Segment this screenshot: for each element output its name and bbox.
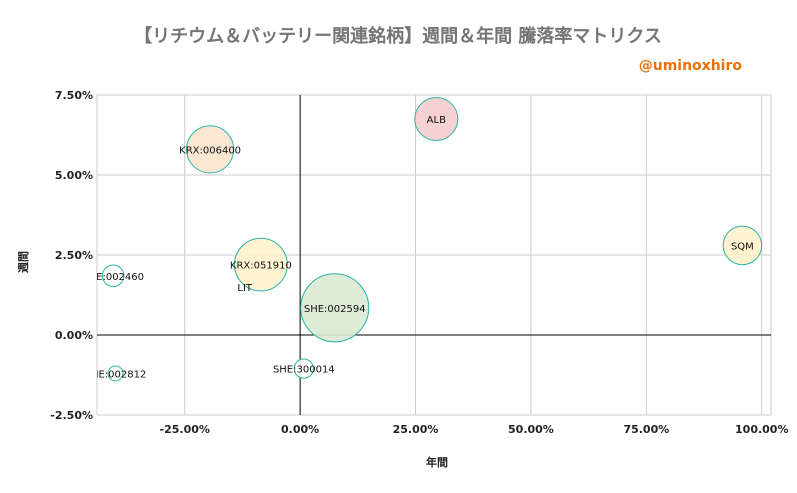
x-axis-title: 年間 <box>426 455 448 469</box>
point-label: KRX:006400 <box>179 145 241 156</box>
x-tick-label: 0.00% <box>281 423 319 436</box>
point-label: SHE:300014 <box>273 365 335 376</box>
bubble-point <box>101 264 125 288</box>
point-label: LIT <box>237 283 253 294</box>
y-tick-label: 0.00% <box>55 329 93 342</box>
bubble-point <box>186 125 235 174</box>
x-tick-label: 50.00% <box>508 423 554 436</box>
x-tick-label: 25.00% <box>393 423 439 436</box>
y-tick-label: 2.50% <box>55 249 93 262</box>
tick-labels: -2.50% 0.00% 2.50% 5.00% 7.50% -25.00% 0.00% 25… <box>50 89 788 436</box>
bubble-point <box>722 225 763 266</box>
point-label: SHE:002812 <box>85 369 147 380</box>
bubble-point <box>234 237 288 292</box>
chart-title: 【リチウム＆バッテリー関連銘柄】週間＆年間 騰落率マトリクス <box>134 25 662 47</box>
x-tick-label: -25.00% <box>160 423 210 436</box>
bubble-point <box>107 365 124 382</box>
y-tick-label: -2.50% <box>50 409 93 422</box>
y-tick-label: 5.00% <box>55 169 93 182</box>
point-label: SQM <box>731 241 754 252</box>
x-tick-label: 100.00% <box>735 423 788 436</box>
y-axis-title: 週間 <box>16 251 30 273</box>
bubble-point <box>414 96 459 142</box>
point-label: SHE:002460 <box>82 272 144 283</box>
bubble-point <box>300 273 370 343</box>
point-label: ALB <box>427 115 446 126</box>
x-tick-label: 75.00% <box>623 423 669 436</box>
y-tick-label: 7.50% <box>55 89 93 102</box>
point-label: SHE:002594 <box>304 304 366 315</box>
author-credit: @uminoxhiro <box>639 58 743 74</box>
bubble-point <box>293 358 314 379</box>
point-label: KRX:051910 <box>230 261 292 272</box>
grid <box>96 94 772 416</box>
points: ALB KRX:006400 SQM KRX:051910 SHE:002460 SHE:… <box>82 96 763 382</box>
